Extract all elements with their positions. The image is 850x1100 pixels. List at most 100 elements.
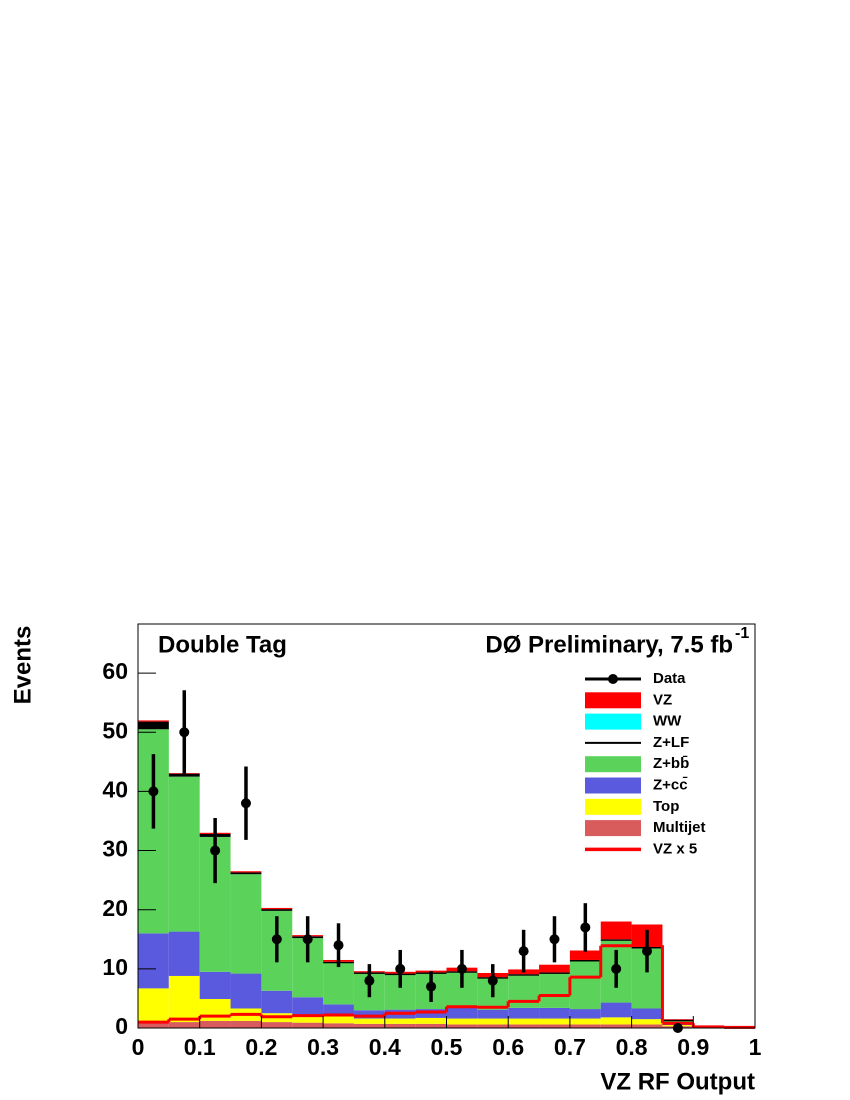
histogram-bar bbox=[569, 959, 601, 962]
x-tick-label: 0.8 bbox=[616, 1034, 648, 1060]
histogram-bar bbox=[600, 921, 632, 940]
histogram-bar bbox=[539, 973, 570, 1008]
histogram-bar bbox=[168, 975, 200, 1023]
histogram-bar bbox=[569, 950, 601, 960]
legend-entry: Data bbox=[585, 670, 686, 687]
histogram-bar bbox=[446, 1007, 478, 1019]
histogram-bar bbox=[138, 720, 169, 722]
legend-label: Z+cc̄ bbox=[653, 776, 688, 794]
histogram-bar bbox=[138, 933, 169, 989]
annotation-superscript: -1 bbox=[735, 625, 749, 642]
x-tick-label: 0.9 bbox=[677, 1034, 709, 1060]
histogram-bar bbox=[539, 972, 570, 974]
legend-symbol bbox=[585, 756, 641, 773]
histogram-bar bbox=[353, 1010, 385, 1019]
histogram-bar bbox=[323, 1016, 354, 1024]
x-tick-label: 1 bbox=[749, 1034, 762, 1060]
histogram-bar bbox=[323, 1004, 354, 1017]
x-tick-label: 0.6 bbox=[492, 1034, 524, 1060]
histogram-bar bbox=[292, 1016, 324, 1023]
histogram-bar bbox=[199, 1020, 231, 1028]
histogram-bar bbox=[168, 931, 200, 976]
legend-entry: Z+bb̄ bbox=[585, 754, 689, 773]
y-tick-label: 30 bbox=[102, 836, 128, 862]
histogram-bar bbox=[230, 973, 262, 1009]
histogram-bar bbox=[539, 1007, 570, 1019]
histogram-bar bbox=[569, 1018, 601, 1025]
histogram-bar bbox=[230, 871, 262, 873]
legend-entry: VZ bbox=[585, 691, 672, 709]
histogram-bar bbox=[353, 1023, 385, 1028]
data-point bbox=[302, 934, 313, 945]
histogram-bar bbox=[600, 1017, 632, 1025]
legend-entry: VZ x 5 bbox=[585, 840, 697, 857]
histogram-bar bbox=[631, 1008, 663, 1020]
histogram-bar bbox=[477, 1018, 509, 1025]
data-point bbox=[210, 845, 221, 856]
histogram-bar bbox=[261, 907, 293, 910]
histogram-bar bbox=[353, 1018, 385, 1024]
histogram-bar bbox=[138, 1022, 169, 1028]
legend-entry: WW bbox=[585, 713, 682, 730]
x-tick-label: 0.1 bbox=[184, 1034, 216, 1060]
histogram-bar bbox=[230, 874, 262, 974]
histogram-bar bbox=[323, 962, 354, 1005]
y-tick-label: 20 bbox=[102, 895, 128, 921]
legend-symbol bbox=[585, 692, 641, 709]
histogram-bar bbox=[508, 1007, 540, 1019]
data-point bbox=[518, 946, 529, 957]
legend-label: Top bbox=[653, 798, 679, 815]
legend-symbol bbox=[585, 820, 641, 837]
histogram-bar bbox=[446, 1018, 478, 1025]
data-point bbox=[395, 963, 406, 974]
x-tick-label: 0.2 bbox=[245, 1034, 277, 1060]
data-point bbox=[487, 975, 498, 986]
histogram-bar bbox=[539, 1018, 570, 1025]
data-point bbox=[333, 940, 344, 951]
legend-entry: Z+cc̄ bbox=[585, 776, 688, 794]
y-tick-label: 10 bbox=[102, 954, 128, 980]
x-tick-label: 0 bbox=[132, 1034, 145, 1060]
legend-label: VZ x 5 bbox=[653, 840, 697, 857]
histogram-bar bbox=[569, 961, 601, 1010]
legend-entry: Z+LF bbox=[585, 734, 689, 751]
data-point bbox=[642, 946, 653, 957]
histogram-bar bbox=[138, 721, 169, 730]
data-point bbox=[426, 981, 437, 992]
y-tick-label: 50 bbox=[102, 717, 128, 743]
histogram-bar bbox=[446, 1024, 478, 1028]
legend-entry: Multijet bbox=[585, 819, 706, 837]
histogram-bar bbox=[261, 990, 293, 1014]
x-tick-label: 0.4 bbox=[369, 1034, 401, 1060]
histogram-bar bbox=[261, 909, 293, 911]
histogram-bar bbox=[384, 1023, 416, 1028]
x-tick-label: 0.3 bbox=[307, 1034, 339, 1060]
data-point bbox=[179, 727, 190, 738]
histogram-bar bbox=[631, 1024, 663, 1028]
histogram-bar bbox=[261, 1022, 293, 1028]
histogram-bar bbox=[539, 1024, 570, 1028]
histogram-bar bbox=[508, 974, 540, 976]
histogram-bar bbox=[292, 997, 324, 1017]
histogram-bar bbox=[508, 1018, 540, 1025]
histogram-bar bbox=[384, 1018, 416, 1024]
histogram-bar bbox=[569, 1009, 601, 1019]
data-point bbox=[456, 963, 467, 974]
y-tick-label: 40 bbox=[102, 776, 128, 802]
data-point bbox=[611, 963, 622, 974]
histogram-bar bbox=[508, 1024, 540, 1028]
histogram-bar bbox=[508, 975, 540, 1008]
histogram-bar bbox=[168, 1022, 200, 1028]
histogram-bar bbox=[477, 1024, 509, 1028]
histogram-bar bbox=[230, 1020, 262, 1028]
histogram-bar bbox=[600, 1024, 632, 1028]
data-point bbox=[271, 934, 282, 945]
legend-label: WW bbox=[653, 713, 682, 730]
data-point bbox=[364, 975, 375, 986]
histogram-bar bbox=[477, 1009, 509, 1019]
histogram-bar bbox=[415, 1017, 447, 1024]
histogram-bar bbox=[631, 1019, 663, 1025]
histogram-bar bbox=[292, 1022, 324, 1028]
